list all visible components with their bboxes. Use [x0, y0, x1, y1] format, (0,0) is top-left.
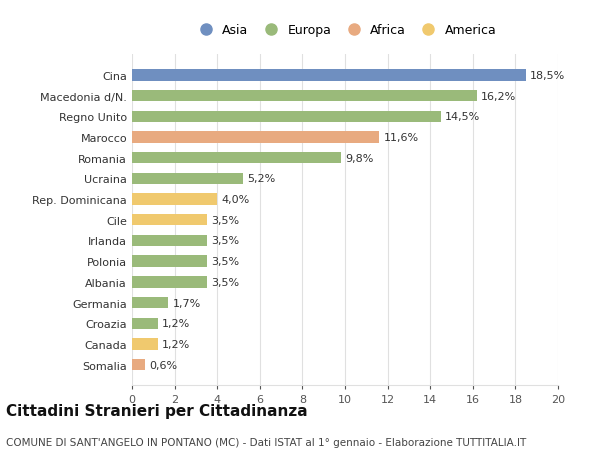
Text: COMUNE DI SANT'ANGELO IN PONTANO (MC) - Dati ISTAT al 1° gennaio - Elaborazione : COMUNE DI SANT'ANGELO IN PONTANO (MC) - … — [6, 437, 526, 447]
Bar — [132, 174, 243, 185]
Bar — [132, 91, 477, 102]
Bar — [132, 297, 168, 308]
Bar — [132, 318, 158, 329]
Text: 0,6%: 0,6% — [149, 360, 177, 370]
Legend: Asia, Europa, Africa, America: Asia, Europa, Africa, America — [191, 22, 499, 39]
Text: 3,5%: 3,5% — [211, 215, 239, 225]
Text: 1,7%: 1,7% — [172, 298, 201, 308]
Bar — [132, 112, 441, 123]
Bar — [132, 194, 217, 205]
Bar — [132, 277, 206, 288]
Bar — [132, 359, 145, 370]
Bar — [132, 70, 526, 81]
Text: 4,0%: 4,0% — [221, 195, 250, 205]
Text: 3,5%: 3,5% — [211, 257, 239, 267]
Text: 16,2%: 16,2% — [481, 91, 517, 101]
Text: 3,5%: 3,5% — [211, 277, 239, 287]
Text: 1,2%: 1,2% — [162, 319, 190, 329]
Bar — [132, 215, 206, 226]
Text: 9,8%: 9,8% — [345, 153, 373, 163]
Text: 11,6%: 11,6% — [383, 133, 418, 143]
Bar — [132, 235, 206, 246]
Text: 1,2%: 1,2% — [162, 339, 190, 349]
Text: Cittadini Stranieri per Cittadinanza: Cittadini Stranieri per Cittadinanza — [6, 403, 308, 419]
Bar — [132, 153, 341, 164]
Bar — [132, 256, 206, 267]
Text: 3,5%: 3,5% — [211, 236, 239, 246]
Bar — [132, 132, 379, 143]
Text: 5,2%: 5,2% — [247, 174, 275, 184]
Text: 18,5%: 18,5% — [530, 71, 566, 81]
Text: 14,5%: 14,5% — [445, 112, 481, 122]
Bar — [132, 339, 158, 350]
